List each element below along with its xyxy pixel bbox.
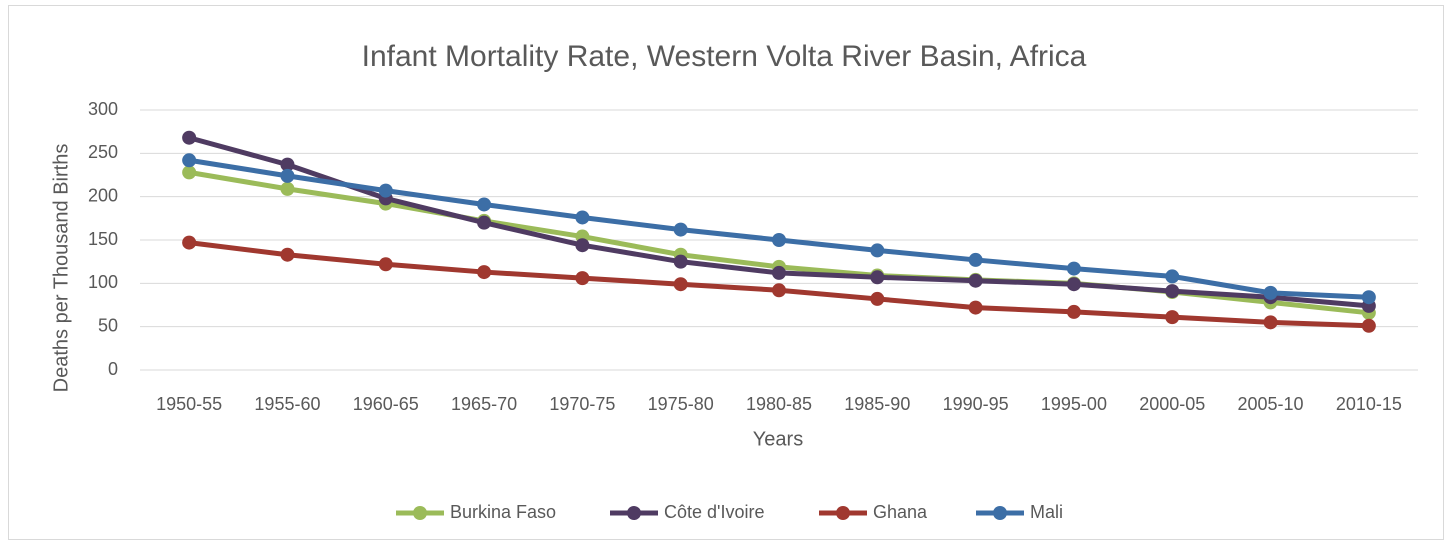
x-tick-label: 1980-85 (746, 394, 812, 414)
data-point (673, 222, 688, 237)
y-tick-label: 100 (88, 272, 118, 292)
data-point (378, 257, 393, 272)
y-tick-label: 0 (108, 359, 118, 379)
data-point (182, 235, 197, 250)
data-point (280, 168, 295, 183)
y-tick-label: 250 (88, 142, 118, 162)
chart-title: Infant Mortality Rate, Western Volta Riv… (362, 40, 1087, 73)
data-point (870, 291, 885, 306)
legend-label: Burkina Faso (450, 502, 556, 522)
data-point (968, 252, 983, 267)
chart-border (8, 5, 1444, 540)
data-point (378, 183, 393, 198)
data-point (968, 273, 983, 288)
y-tick-label: 50 (98, 315, 118, 335)
legend-marker (836, 506, 850, 520)
legend-marker (413, 506, 427, 520)
data-point (182, 153, 197, 168)
x-tick-label: 1975-80 (648, 394, 714, 414)
data-point (870, 243, 885, 258)
data-point (772, 265, 786, 280)
legend-label: Ghana (873, 502, 928, 522)
y-tick-label: 150 (88, 229, 118, 249)
x-tick-label: 1985-90 (844, 394, 910, 414)
data-point (1066, 261, 1081, 276)
x-tick-label: 1965-70 (451, 394, 517, 414)
data-point (1263, 285, 1278, 300)
x-tick-label: 2000-05 (1139, 394, 1205, 414)
x-tick-label: 1990-95 (943, 394, 1009, 414)
data-point (182, 165, 197, 180)
x-tick-label: 1970-75 (549, 394, 615, 414)
x-tick-label: 1960-65 (353, 394, 419, 414)
data-point (772, 233, 786, 247)
data-point (575, 271, 590, 286)
data-point (477, 197, 492, 212)
x-tick-label: 2005-10 (1238, 394, 1304, 414)
data-point (673, 254, 688, 269)
data-point (280, 157, 295, 172)
data-point (968, 300, 983, 315)
data-point (575, 238, 590, 253)
data-point (575, 210, 590, 225)
x-tick-label: 1995-00 (1041, 394, 1107, 414)
x-tick-label: 1950-55 (156, 394, 222, 414)
data-point (477, 215, 492, 230)
y-tick-label: 200 (88, 185, 118, 205)
data-point (870, 270, 885, 285)
legend-label: Côte d'Ivoire (664, 502, 765, 522)
x-tick-label: 2010-15 (1336, 394, 1402, 414)
data-point (1165, 284, 1180, 299)
data-point (673, 277, 688, 292)
legend-marker (993, 506, 1007, 520)
legend-label: Mali (1030, 502, 1063, 522)
data-point (1165, 310, 1180, 325)
data-point (477, 265, 492, 280)
data-point (1263, 315, 1278, 330)
data-point (280, 181, 295, 196)
data-point (1066, 304, 1081, 319)
x-axis-title: Years (753, 428, 803, 450)
x-tick-label: 1955-60 (254, 394, 320, 414)
y-axis-title: Deaths per Thousand Births (50, 144, 72, 393)
data-point (1361, 290, 1376, 305)
y-tick-label: 300 (88, 99, 118, 119)
legend-marker (627, 506, 641, 520)
data-point (182, 130, 197, 145)
data-point (280, 247, 295, 262)
data-point (1165, 269, 1180, 284)
data-point (1361, 318, 1376, 333)
data-point (772, 283, 786, 298)
data-point (1066, 277, 1081, 292)
